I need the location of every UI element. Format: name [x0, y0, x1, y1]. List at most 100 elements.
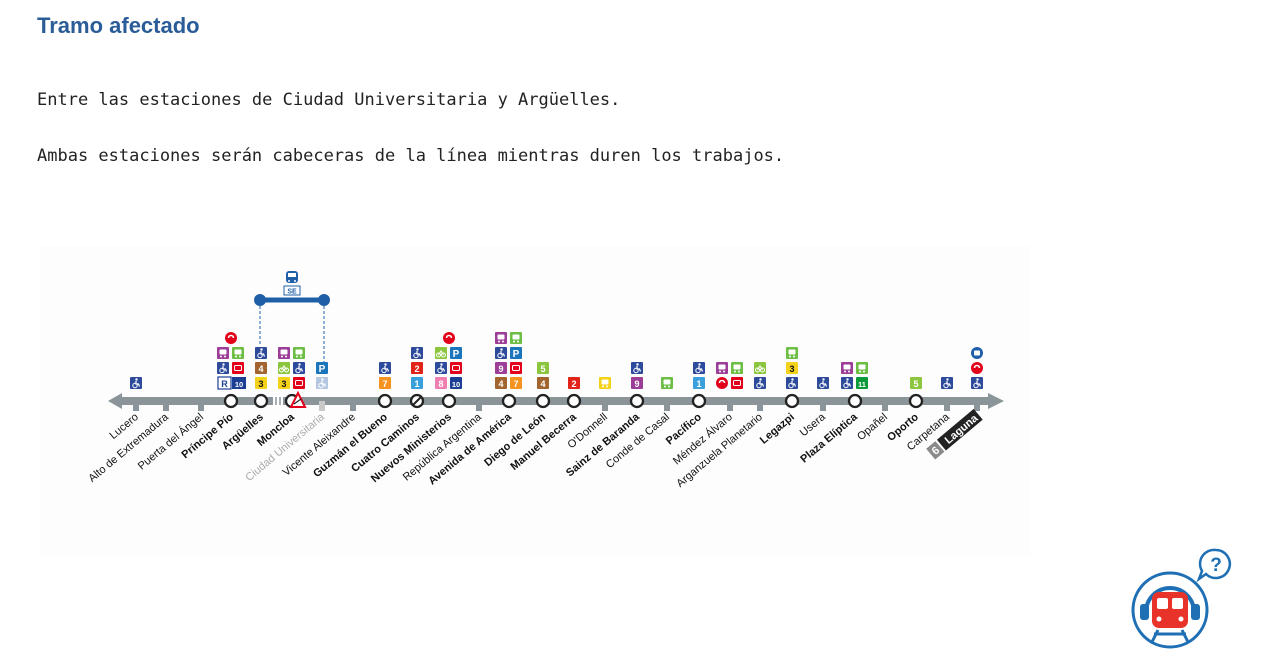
track-line: [122, 397, 988, 405]
svg-text:3: 3: [281, 379, 286, 389]
bus-service-badge: [283, 285, 301, 296]
station-tick: [602, 401, 608, 411]
ramal-line-badge: R 10: [217, 376, 246, 390]
svg-text:8: 8: [438, 379, 443, 389]
svg-text:5: 5: [913, 379, 918, 389]
accessible-icon: [255, 347, 267, 359]
bus-icon: [278, 347, 290, 359]
station-tick: [882, 401, 888, 411]
line-badge: 9: [631, 377, 643, 389]
station-stop: [784, 393, 800, 409]
svg-text:4: 4: [540, 379, 545, 389]
bus-icon: [286, 271, 298, 283]
parking-icon: P: [316, 362, 328, 375]
svg-text:3: 3: [789, 364, 794, 374]
line-badge: 4: [255, 362, 267, 374]
station-tick: [319, 401, 325, 411]
bus-icon: [495, 332, 507, 344]
bus-service-label: SE: [287, 289, 297, 296]
ticket-office-icon: [232, 362, 244, 374]
accessible-icon: [754, 377, 766, 389]
line-badge: 2: [568, 377, 580, 389]
affected-section-text: Entre las estaciones de Ciudad Universit…: [37, 90, 621, 110]
svg-text:11: 11: [858, 380, 866, 389]
accessible-icon: [841, 377, 853, 389]
page-title: Tramo afectado: [37, 13, 200, 38]
accessible-icon: [130, 377, 142, 389]
bicycle-icon: [435, 347, 447, 359]
ticket-office-icon: [293, 377, 305, 389]
svg-text:3: 3: [258, 379, 263, 389]
station-stop: [908, 393, 924, 409]
accessible-icon: [435, 362, 447, 374]
metro-ligero-icon: [971, 347, 983, 359]
svg-text:R: R: [221, 379, 228, 389]
line-badge: 3: [255, 377, 267, 389]
station-stop-slash: [412, 396, 422, 406]
bus-icon: [232, 347, 244, 359]
ticket-office-icon: [731, 377, 743, 389]
station-stop: [501, 393, 517, 409]
bus-service-endpoint: [318, 294, 330, 306]
line-badge: 4: [537, 377, 549, 389]
line-badge: 7: [379, 377, 391, 389]
terminal-label-bg: [936, 408, 983, 451]
station-tick: [974, 401, 980, 411]
station-tick: [664, 401, 670, 411]
station-stop: [223, 393, 239, 409]
line-number-badge-bg: [926, 441, 945, 460]
svg-text:P: P: [319, 364, 326, 375]
line-badge: 9: [495, 362, 507, 374]
station-stop: [629, 393, 645, 409]
bus-icon: [716, 362, 728, 374]
metro-help-assistant-icon[interactable]: ?: [1128, 546, 1238, 650]
line-badge: 3: [786, 362, 798, 374]
line-badge: 1: [411, 377, 423, 389]
accessible-icon: [379, 362, 391, 374]
track-arrow-left: [108, 393, 122, 409]
line-badge: 10: [450, 377, 462, 389]
svg-text:1: 1: [696, 379, 701, 389]
line-track: [108, 393, 1004, 409]
line-badge: 7: [510, 377, 522, 389]
bus-icon: [856, 362, 868, 374]
station-tick: [163, 401, 169, 411]
line-badge: 8: [435, 377, 447, 389]
line-badge: 4: [495, 377, 507, 389]
line-badge: 1: [693, 377, 705, 389]
station-tick: [476, 401, 482, 411]
help-question-mark: ?: [1210, 555, 1222, 576]
metro-help-assistant[interactable]: ?: [1128, 546, 1238, 650]
svg-text:4: 4: [258, 364, 263, 374]
bus-icon: [786, 347, 798, 359]
renfe-cercanias-icon: [716, 377, 728, 389]
line-badge: 3: [278, 377, 290, 389]
station-stop: [253, 393, 269, 409]
accessible-icon: [941, 377, 953, 389]
line-badge: 5: [910, 377, 922, 389]
svg-text:9: 9: [634, 379, 639, 389]
bus-icon: [841, 362, 853, 374]
line-map: SE R 10 3 4 3 P 7 1 2 8 10 P 4 7 9 P 4 5 2 9 1 3 11 5 Lucero Alt…: [40, 246, 1030, 556]
svg-text:7: 7: [382, 379, 387, 389]
accessible-icon: [411, 347, 423, 359]
svg-text:P: P: [513, 349, 520, 360]
svg-text:1: 1: [414, 379, 419, 389]
renfe-cercanias-icon: [225, 332, 237, 344]
bus-icon: [731, 362, 743, 374]
terminus-info-text: Ambas estaciones serán cabeceras de la l…: [37, 146, 785, 166]
station-stop: [691, 393, 707, 409]
station-tick: [198, 401, 204, 411]
station-tick: [944, 401, 950, 411]
bus-icon: [293, 347, 305, 359]
line-badge: 2: [411, 362, 423, 374]
accessible-icon: [495, 347, 507, 359]
track-gap: [273, 397, 283, 405]
parking-icon: P: [510, 347, 522, 360]
bicycle-icon: [754, 362, 766, 374]
bicycle-icon: [278, 362, 290, 374]
station-stop: [377, 393, 393, 409]
station-stop: [847, 393, 863, 409]
svg-text:10: 10: [452, 380, 460, 389]
